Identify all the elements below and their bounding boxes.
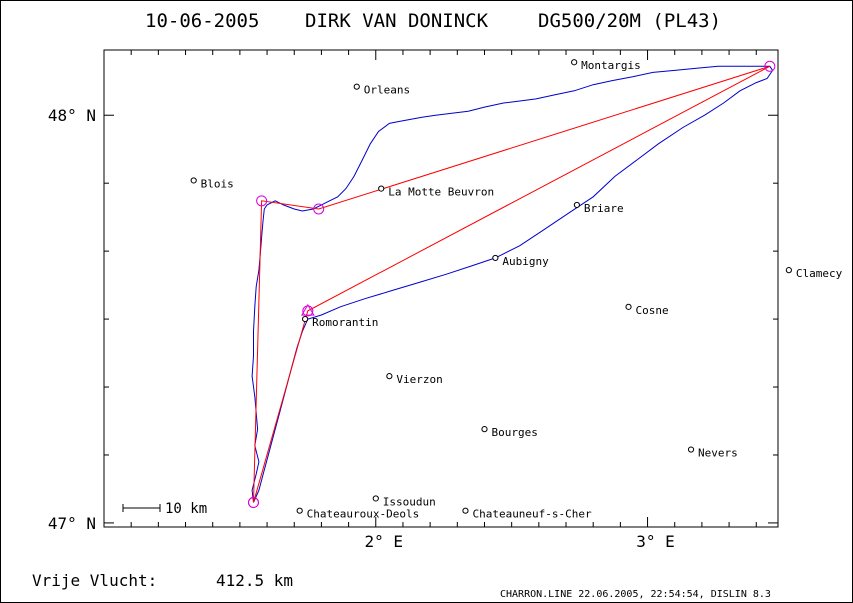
town-label: Chateauneuf-s-Cher — [472, 508, 592, 521]
axis-labels: 48° N 47° N 2° E 3° E — [48, 106, 675, 551]
flight-track — [251, 65, 774, 503]
town-blois: Blois — [190, 177, 234, 190]
turnpoint-circle-icon — [302, 305, 314, 317]
lat-label: 48° N — [48, 106, 96, 125]
distance-value: 412.5 km — [216, 571, 293, 590]
town-label: Aubigny — [502, 255, 549, 268]
turnpoint-circle-icon — [764, 60, 776, 72]
town-label: Orleans — [364, 84, 410, 97]
town-vierzon: Vierzon — [386, 373, 443, 386]
town-aubigny: Aubigny — [492, 254, 549, 268]
town-marker-icon — [190, 177, 197, 184]
town-markers: Montargis Orleans Blois La Motte Beuvron Bri… — [190, 59, 843, 521]
town-label: Clamecy — [796, 267, 843, 280]
town-marker-icon — [571, 59, 578, 66]
turnpoint-triangle-icon — [300, 303, 315, 316]
distance-label: Vrije Vlucht: — [32, 571, 157, 590]
town-issoudun: Issoudun — [372, 495, 436, 508]
town-montargis: Montargis — [571, 59, 641, 72]
lon-label: 2° E — [365, 532, 404, 551]
town-marker-icon — [481, 426, 488, 433]
town-marker-icon — [372, 495, 379, 502]
town-label: Briare — [584, 202, 624, 215]
town-marker-icon — [625, 303, 632, 310]
town-briare: Briare — [573, 201, 624, 215]
town-nevers: Nevers — [687, 446, 738, 460]
town-label: La Motte Beuvron — [388, 186, 494, 199]
plot-frame — [103, 49, 779, 528]
town-bourges: Bourges — [481, 426, 538, 439]
credits-line: CHARRON.LINE 22.06.2005, 22:54:54, DISLI… — [500, 589, 771, 600]
town-marker-icon — [296, 507, 303, 514]
town-chateauroux-deols: Chateauroux-Deols — [296, 507, 420, 521]
town-label: Bourges — [491, 426, 537, 439]
lon-label: 3° E — [636, 532, 675, 551]
town-orleans: Orleans — [353, 83, 410, 97]
task-legs — [253, 65, 771, 503]
town-chateauneuf-s-cher: Chateauneuf-s-Cher — [462, 507, 592, 521]
town-marker-icon — [687, 446, 695, 453]
flight-date: 10-06-2005 — [145, 10, 259, 32]
turnpoint-circle-icon — [256, 195, 268, 207]
town-marker-icon — [462, 507, 469, 514]
town-label: Montargis — [581, 59, 641, 72]
town-marker-icon — [386, 373, 393, 380]
town-marker-icon — [785, 267, 792, 274]
town-marker-icon — [378, 185, 385, 192]
turnpoint-circle-icon — [247, 497, 259, 509]
town-clamecy: Clamecy — [785, 267, 843, 280]
pilot-name: DIRK VAN DONINCK — [305, 10, 489, 32]
town-label: Issoudun — [383, 495, 436, 508]
scale-bar-label: 10 km — [165, 501, 207, 517]
town-cosne: Cosne — [625, 303, 669, 317]
town-marker-icon — [573, 201, 580, 209]
turnpoint-markers — [247, 60, 776, 509]
track-line — [251, 65, 774, 503]
town-marker-icon — [353, 83, 360, 90]
town-label: Romorantin — [312, 316, 378, 329]
town-label: Blois — [201, 177, 234, 190]
town-marker-icon — [302, 315, 309, 323]
scale-bar: 10 km — [122, 501, 207, 517]
glider-name: DG500/20M (PL43) — [538, 10, 721, 32]
town-label: Chateauroux-Deols — [307, 508, 420, 521]
axis-ticks — [104, 50, 778, 527]
town-la-motte-beuvron: La Motte Beuvron — [378, 185, 494, 199]
turnpoint-circle-icon — [313, 203, 325, 215]
town-marker-icon — [492, 254, 499, 262]
town-romorantin: Romorantin — [302, 315, 378, 329]
lat-label: 47° N — [48, 514, 96, 533]
town-label: Nevers — [698, 447, 738, 460]
task-line — [253, 65, 771, 503]
town-label: Cosne — [636, 304, 669, 317]
title: 10-06-2005 DIRK VAN DONINCK DG500/20M (P… — [145, 10, 721, 32]
town-label: Vierzon — [396, 373, 442, 386]
